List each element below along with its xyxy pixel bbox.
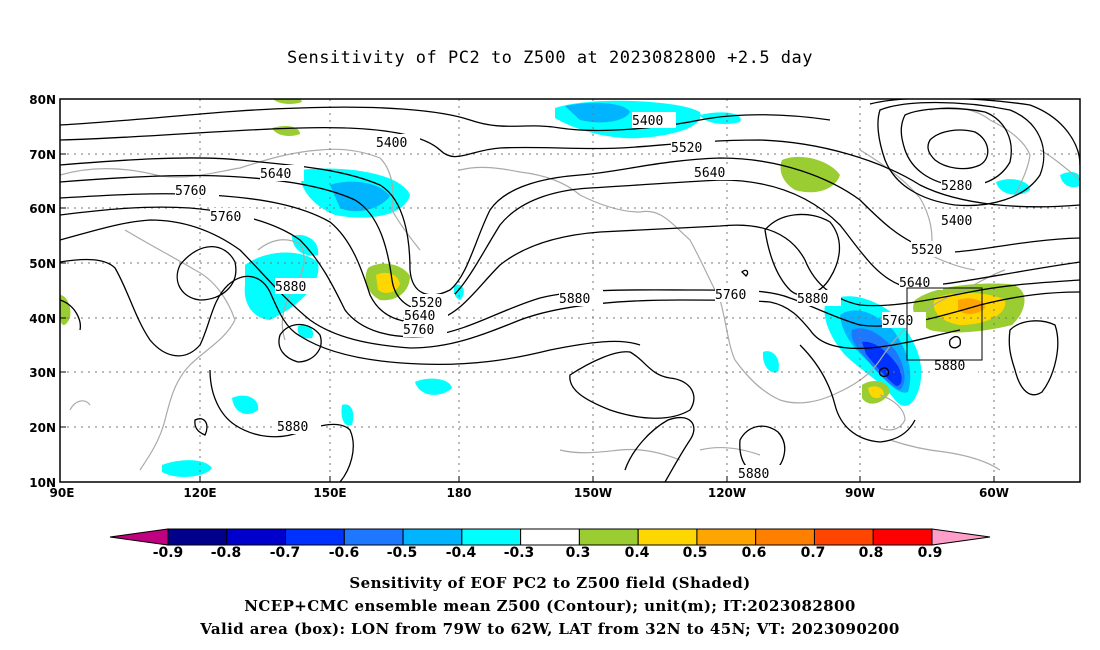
lon-label: 120E xyxy=(183,486,216,500)
colorbar-box xyxy=(696,528,757,546)
lon-label: 150E xyxy=(313,486,346,500)
shade-area xyxy=(958,298,985,314)
lon-label: 60W xyxy=(979,486,1009,500)
contour-label: 5760 xyxy=(210,210,241,225)
longitude-labels: 90E 120E 150E 180 150W 120W 90W 60W xyxy=(50,486,1009,500)
colorbar-box xyxy=(461,528,522,546)
shade-area xyxy=(232,395,259,414)
shade-area xyxy=(453,284,464,300)
lon-label: 90W xyxy=(845,486,875,500)
colorbar-box xyxy=(520,528,580,546)
colorbar-tick: -0.9 xyxy=(153,545,184,561)
contour-label: 5520 xyxy=(671,141,702,156)
lat-label: 80N xyxy=(29,93,56,107)
colorbar-box xyxy=(402,528,463,546)
colorbar-tick: 0.4 xyxy=(625,545,650,561)
colorbar-ticks: -0.9 -0.8 -0.7 -0.6 -0.5 -0.4 -0.3 0.3 0… xyxy=(153,545,943,561)
lat-label: 40N xyxy=(29,312,56,326)
caption-line-2: NCEP+CMC ensemble mean Z500 (Contour); u… xyxy=(244,597,856,615)
contour-label: 5880 xyxy=(275,280,306,295)
lat-label: 50N xyxy=(29,257,56,271)
contour-label: 5400 xyxy=(632,114,663,129)
contour-label: 5760 xyxy=(882,314,913,329)
colorbar-box xyxy=(637,528,698,546)
contour-label: 5400 xyxy=(941,214,972,229)
valid-area-box xyxy=(906,287,983,361)
contour-label: 5640 xyxy=(899,276,930,291)
shade-area xyxy=(60,295,71,326)
shade-area xyxy=(297,324,314,339)
colorbar-tick: 0.7 xyxy=(801,545,826,561)
contour-label: 5640 xyxy=(694,166,725,181)
colorbar-tick: 0.9 xyxy=(918,545,943,561)
tick-marks xyxy=(60,98,995,482)
contour-label: 5400 xyxy=(376,136,407,151)
contour-label: 5880 xyxy=(738,467,769,482)
shade-area xyxy=(996,179,1030,195)
contour-label: 5880 xyxy=(934,359,965,374)
contour-label: 5760 xyxy=(715,288,746,303)
lat-label: 10N xyxy=(29,476,56,490)
lat-label: 20N xyxy=(29,421,56,435)
contour-label: 5880 xyxy=(797,292,828,307)
contour-label: 5880 xyxy=(559,292,590,307)
lon-label: 180 xyxy=(446,486,471,500)
colorbar-tick: -0.6 xyxy=(329,545,360,561)
colorbar-box xyxy=(226,528,287,546)
colorbar-box xyxy=(578,528,639,546)
contour-label: 5760 xyxy=(175,184,206,199)
contour-label: 5880 xyxy=(277,420,308,435)
caption-line-3: Valid area (box): LON from 79W to 62W, L… xyxy=(200,620,900,638)
caption-line-1: Sensitivity of EOF PC2 to Z500 field (Sh… xyxy=(349,574,751,592)
colorbar-boxes xyxy=(167,528,933,546)
shade-area xyxy=(565,102,630,123)
colorbar-tick: -0.8 xyxy=(211,545,242,561)
contour-label: 5280 xyxy=(941,179,972,194)
colorbar-box xyxy=(872,528,933,546)
colorbar-tick: -0.7 xyxy=(270,545,301,561)
shade-area xyxy=(330,181,390,212)
colorbar-tick: -0.5 xyxy=(387,545,418,561)
shade-area xyxy=(780,156,840,193)
contour-labels: 5400 5400 5520 5640 5640 5760 5760 5880 … xyxy=(175,112,985,482)
shade-area xyxy=(272,99,302,104)
shade-area xyxy=(862,341,902,386)
contour-label: 5640 xyxy=(260,167,291,182)
shade-area xyxy=(415,378,452,395)
colorbar-tick: 0.8 xyxy=(859,545,884,561)
colorbar-tick: -0.4 xyxy=(446,545,477,561)
colorbar-box xyxy=(813,528,874,546)
lon-label: 120W xyxy=(708,486,746,500)
colorbar-tick: 0.3 xyxy=(566,545,591,561)
lat-label: 30N xyxy=(29,366,56,380)
colorbar-tick: 0.6 xyxy=(742,545,767,561)
lat-label: 70N xyxy=(29,148,56,162)
colorbar-tick: 0.5 xyxy=(683,545,708,561)
shade-area xyxy=(162,460,212,477)
colorbar-box xyxy=(343,528,404,546)
plot-title: Sensitivity of PC2 to Z500 at 2023082800… xyxy=(286,48,813,68)
contour-label: 5640 xyxy=(404,309,435,324)
colorbar: -0.9 -0.8 -0.7 -0.6 -0.5 -0.4 -0.3 0.3 0… xyxy=(109,528,991,561)
shade-area xyxy=(762,351,779,373)
map-frame xyxy=(59,98,1081,483)
latitude-labels: 80N 70N 60N 50N 40N 30N 20N 10N xyxy=(29,93,56,490)
lon-label: 150W xyxy=(574,486,612,500)
colorbar-box xyxy=(755,528,815,546)
colorbar-low-triangle xyxy=(109,528,169,546)
shade-area xyxy=(700,112,741,124)
contour-label: 5760 xyxy=(403,323,434,338)
shade-area xyxy=(341,404,354,426)
contour-label: 5520 xyxy=(911,243,942,258)
colorbar-high-triangle xyxy=(931,528,991,546)
lon-label: 90E xyxy=(50,486,75,500)
lat-label: 60N xyxy=(29,202,56,216)
colorbar-tick: -0.3 xyxy=(504,545,535,561)
colorbar-box xyxy=(285,528,345,546)
colorbar-box xyxy=(167,528,228,546)
